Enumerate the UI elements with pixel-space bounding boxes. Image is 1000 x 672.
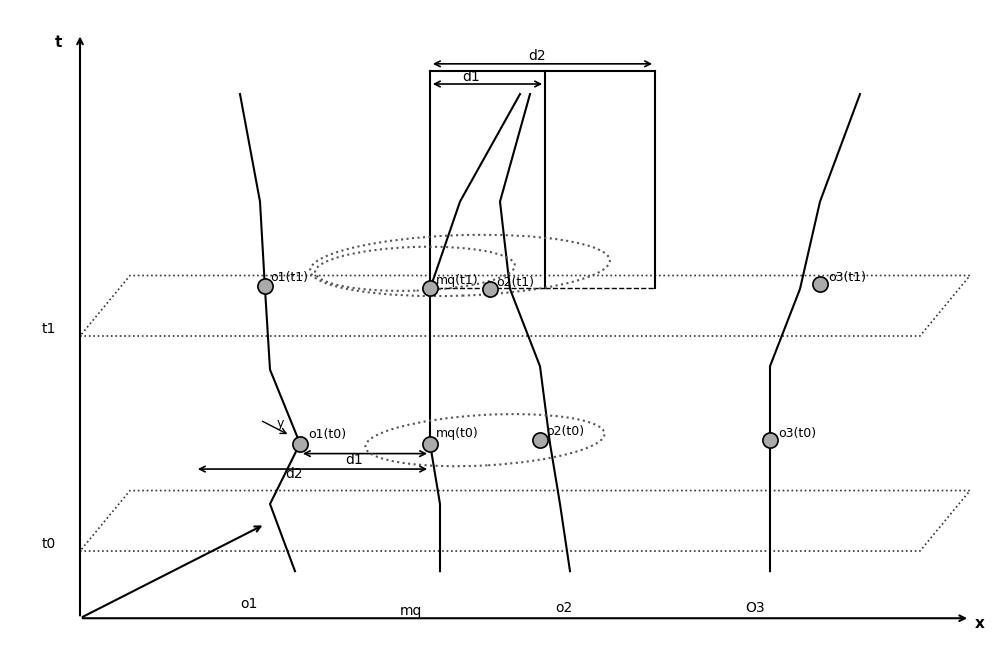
Text: o2(t0): o2(t0)	[546, 425, 584, 438]
Text: o1(t1): o1(t1)	[270, 271, 308, 284]
Text: d2: d2	[285, 468, 303, 481]
Text: o2: o2	[555, 601, 572, 614]
Text: O3: O3	[745, 601, 765, 614]
Text: mq(t0): mq(t0)	[436, 427, 479, 439]
Point	[482, 284, 498, 294]
Text: y: y	[277, 417, 284, 429]
Point	[422, 438, 438, 449]
Text: o3(t1): o3(t1)	[828, 271, 866, 284]
Point	[292, 438, 308, 449]
Text: d1: d1	[345, 453, 363, 466]
Point	[257, 280, 273, 291]
Text: o1(t0): o1(t0)	[308, 428, 346, 441]
Point	[762, 435, 778, 446]
Text: t0: t0	[42, 537, 56, 550]
Text: o1: o1	[240, 597, 257, 611]
Text: d1: d1	[462, 70, 480, 83]
Text: t1: t1	[42, 322, 56, 335]
Text: o2(t1): o2(t1)	[496, 276, 534, 289]
Point	[532, 435, 548, 446]
Point	[422, 282, 438, 293]
Text: d2: d2	[528, 50, 546, 63]
Text: o3(t0): o3(t0)	[778, 427, 816, 439]
Text: t: t	[55, 35, 62, 50]
Text: mq(t1): mq(t1)	[436, 274, 479, 286]
Point	[812, 278, 828, 289]
Text: mq: mq	[400, 604, 422, 618]
Text: x: x	[975, 616, 985, 631]
